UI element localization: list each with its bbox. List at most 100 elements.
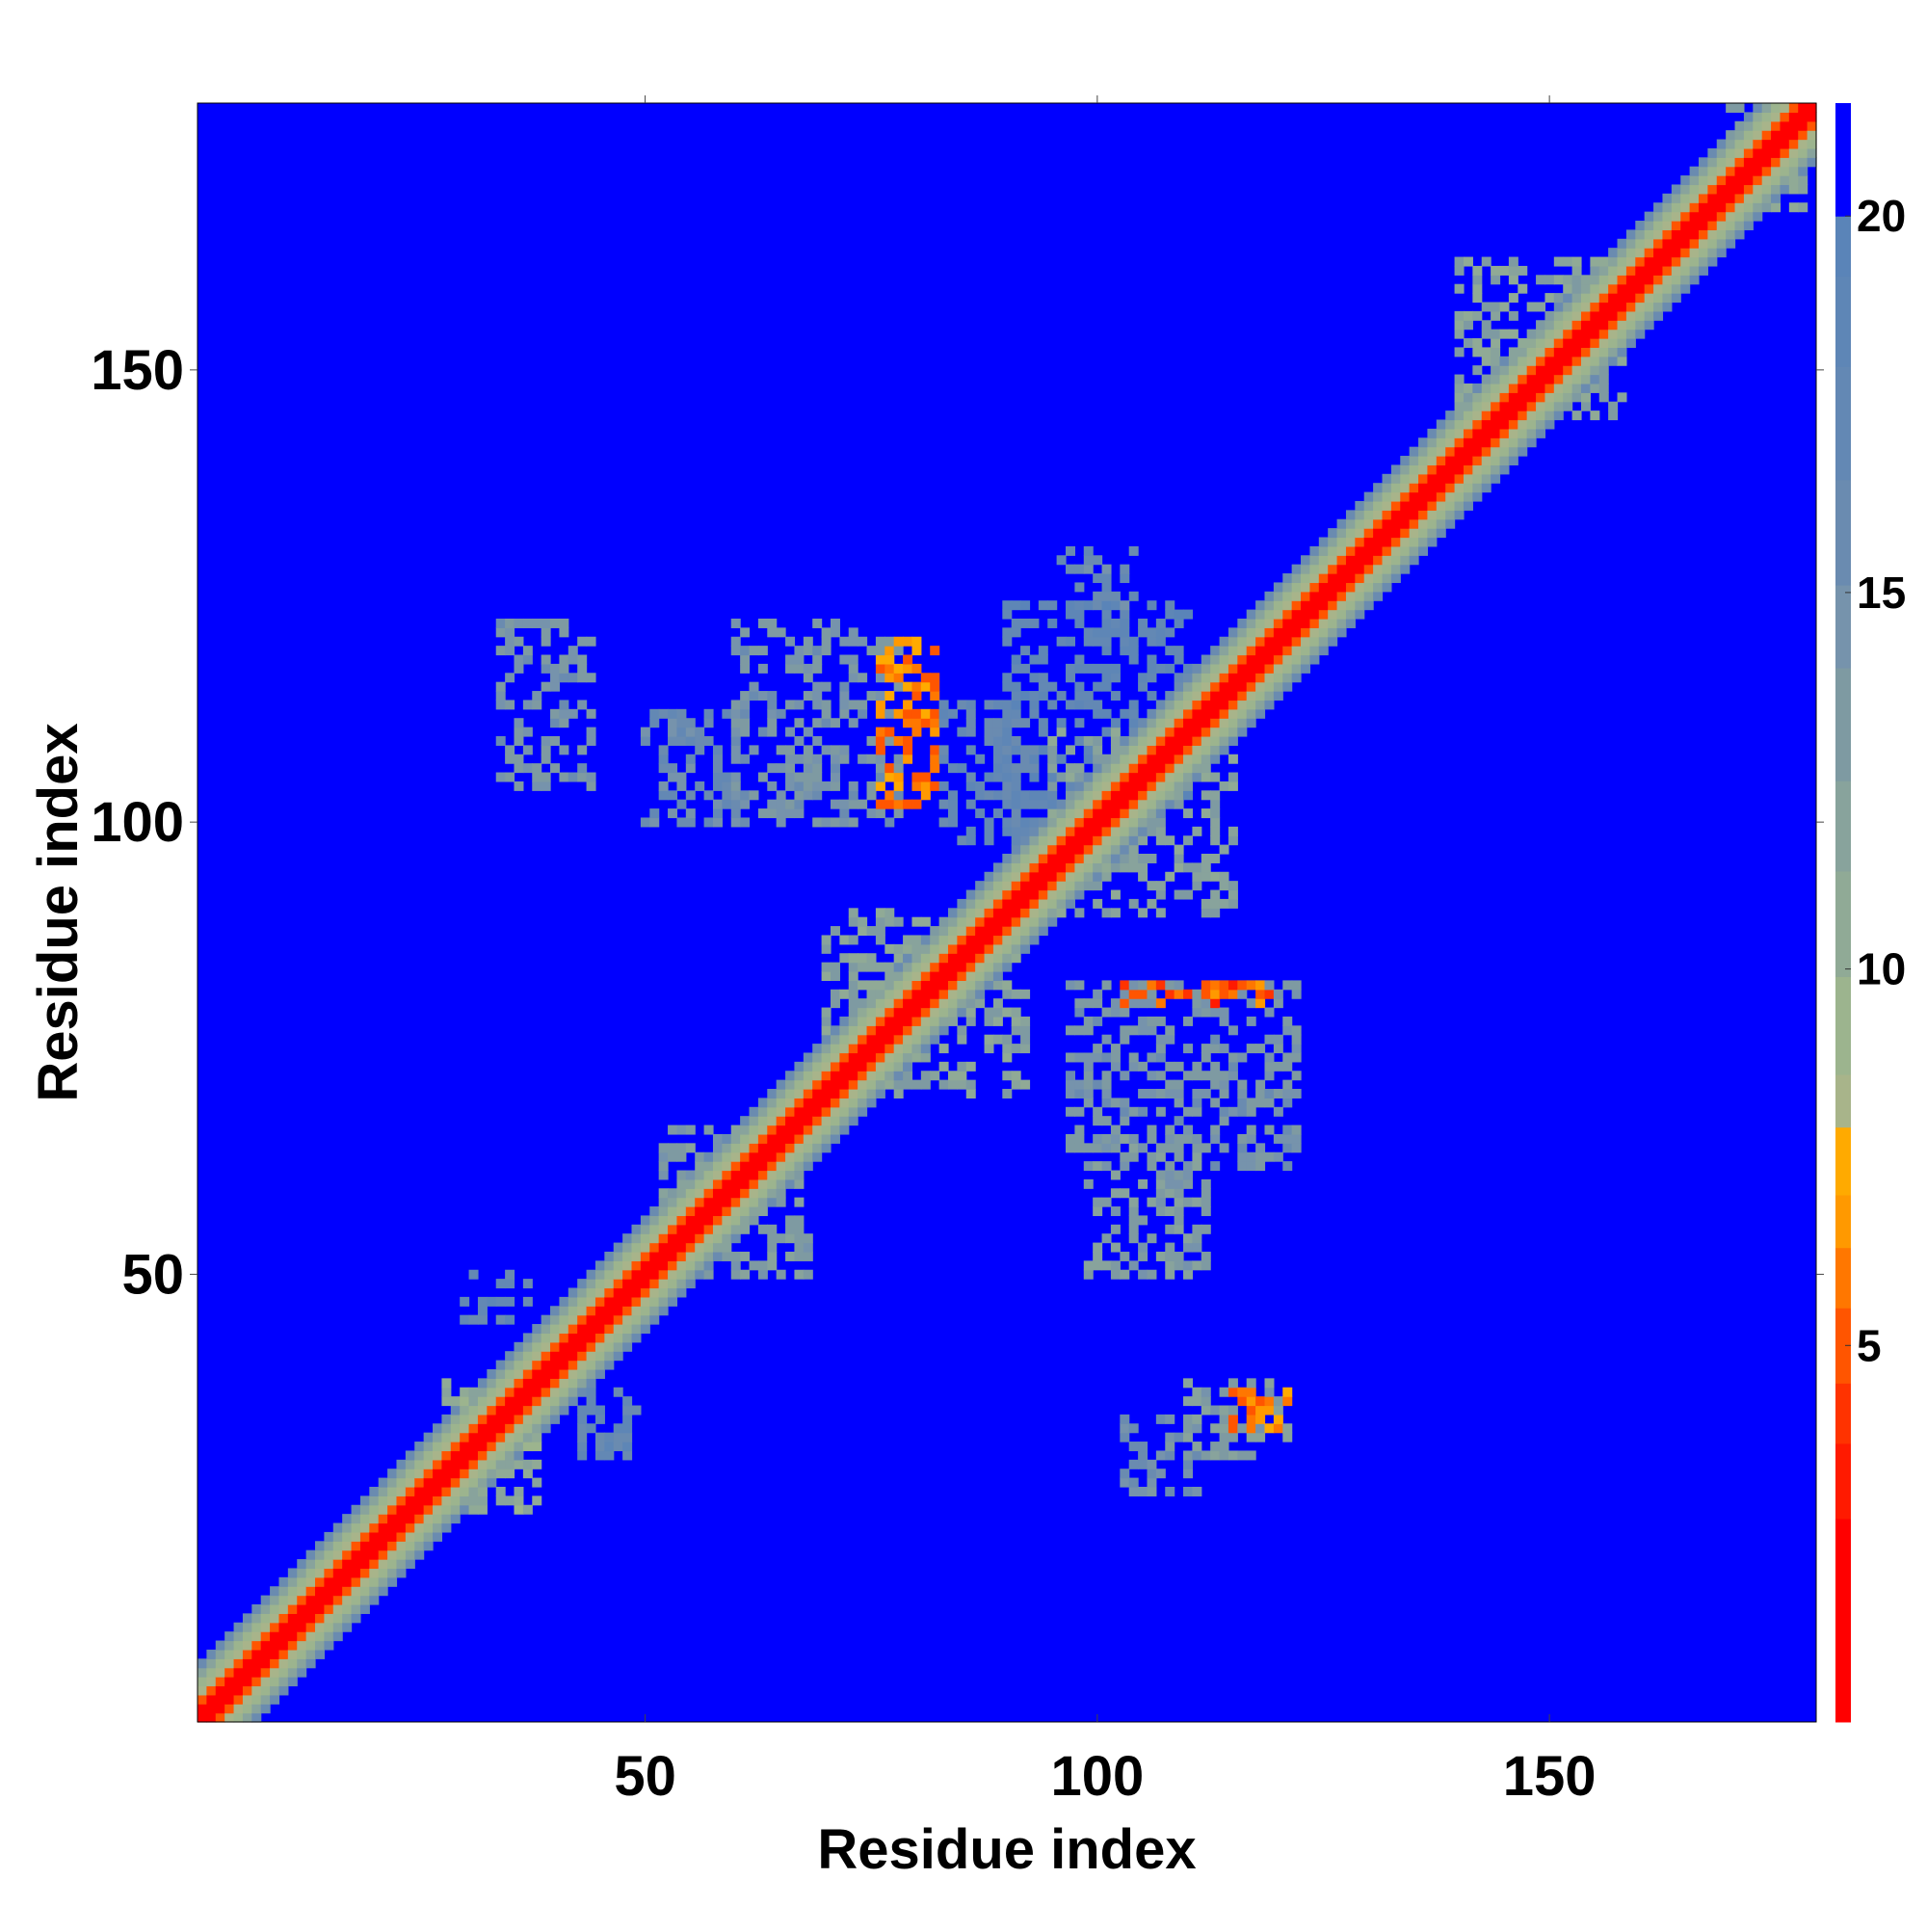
heatmap-cell bbox=[1002, 862, 1013, 873]
heatmap-cell bbox=[423, 1469, 434, 1479]
heatmap-cell bbox=[740, 654, 751, 665]
heatmap-cell bbox=[1571, 338, 1582, 349]
heatmap-cell bbox=[640, 1260, 650, 1271]
heatmap-cell bbox=[1128, 735, 1139, 746]
heatmap-cell bbox=[1138, 826, 1148, 836]
heatmap-cell bbox=[1689, 248, 1700, 258]
heatmap-cell bbox=[1246, 1450, 1256, 1461]
heatmap-cell bbox=[1165, 663, 1175, 674]
heatmap-cell bbox=[685, 1215, 696, 1226]
heatmap-cell bbox=[1635, 238, 1646, 249]
heatmap-cell bbox=[1445, 500, 1456, 511]
heatmap-cell bbox=[441, 1396, 452, 1407]
heatmap-cell bbox=[1155, 1450, 1166, 1461]
heatmap-cell bbox=[1047, 681, 1058, 692]
heatmap-cell bbox=[1120, 735, 1130, 746]
heatmap-cell bbox=[1580, 338, 1591, 349]
heatmap-cell bbox=[1743, 175, 1754, 186]
heatmap-cell bbox=[505, 1495, 515, 1506]
heatmap-cell bbox=[821, 1133, 832, 1144]
heatmap-cell bbox=[1101, 591, 1112, 601]
heatmap-cell bbox=[776, 1178, 786, 1189]
heatmap-cell bbox=[1038, 817, 1048, 828]
heatmap-cell bbox=[1671, 184, 1681, 195]
heatmap-cell bbox=[1066, 636, 1075, 647]
heatmap-cell bbox=[1066, 808, 1075, 819]
heatmap-cell bbox=[1598, 256, 1609, 267]
heatmap-cell bbox=[215, 1685, 225, 1696]
heatmap-cell bbox=[1255, 1079, 1266, 1090]
heatmap-cell bbox=[1553, 338, 1564, 349]
heatmap-cell bbox=[1635, 265, 1646, 276]
heatmap-cell bbox=[984, 935, 994, 945]
heatmap-cell bbox=[495, 700, 506, 710]
heatmap-cell bbox=[1355, 510, 1365, 520]
heatmap-cell bbox=[278, 1622, 289, 1632]
heatmap-cell bbox=[577, 1306, 588, 1316]
heatmap-cell bbox=[297, 1649, 307, 1659]
heatmap-cell bbox=[767, 1170, 778, 1180]
heatmap-cell bbox=[1066, 763, 1075, 774]
heatmap-cell bbox=[1553, 320, 1564, 331]
heatmap-cell bbox=[1246, 681, 1256, 692]
heatmap-cell bbox=[441, 1459, 452, 1469]
heatmap-cell bbox=[695, 1197, 705, 1207]
heatmap-cell bbox=[1409, 528, 1419, 539]
heatmap-cell bbox=[676, 1178, 687, 1189]
heatmap-cell bbox=[1336, 591, 1347, 601]
heatmap-cell bbox=[613, 1306, 623, 1316]
heatmap-cell bbox=[1318, 555, 1329, 566]
heatmap-cell bbox=[251, 1685, 262, 1696]
heatmap-cell bbox=[1237, 673, 1248, 683]
heatmap-cell bbox=[532, 1368, 542, 1379]
heatmap-cell bbox=[287, 1649, 298, 1659]
heatmap-cell bbox=[1273, 654, 1283, 665]
heatmap-cell bbox=[441, 1504, 452, 1515]
heatmap-cell bbox=[938, 700, 949, 710]
heatmap-cell bbox=[785, 1161, 796, 1172]
heatmap-cell bbox=[1183, 1233, 1194, 1244]
heatmap-cell bbox=[468, 1495, 479, 1506]
heatmap-cell bbox=[911, 646, 922, 656]
heatmap-cell bbox=[1192, 772, 1202, 782]
heatmap-cell bbox=[866, 980, 877, 991]
heatmap-cell bbox=[1083, 1016, 1094, 1026]
heatmap-cell bbox=[1147, 898, 1157, 909]
heatmap-cell bbox=[938, 980, 949, 991]
heatmap-cell bbox=[1472, 347, 1483, 357]
heatmap-cell bbox=[1318, 600, 1329, 611]
heatmap-cell bbox=[577, 1432, 588, 1442]
heatmap-cell bbox=[984, 871, 994, 882]
heatmap-cell bbox=[767, 691, 778, 701]
heatmap-cell bbox=[1580, 401, 1591, 411]
heatmap-cell bbox=[332, 1603, 343, 1614]
heatmap-cell bbox=[1580, 320, 1591, 331]
heatmap-cell bbox=[1093, 636, 1103, 647]
heatmap-cell bbox=[1002, 1044, 1013, 1054]
heatmap-cell bbox=[703, 817, 714, 828]
heatmap-cell bbox=[1227, 1378, 1238, 1389]
heatmap-cell bbox=[1726, 130, 1736, 141]
heatmap-cell bbox=[1780, 130, 1790, 141]
heatmap-cell bbox=[1210, 1098, 1221, 1108]
heatmap-cell bbox=[740, 1269, 751, 1280]
heatmap-cell bbox=[1680, 248, 1691, 258]
heatmap-cell bbox=[433, 1442, 443, 1452]
heatmap-cell bbox=[794, 1233, 805, 1244]
heatmap-cell bbox=[1174, 1197, 1184, 1207]
heatmap-cell bbox=[1345, 510, 1356, 520]
heatmap-cell bbox=[1002, 708, 1013, 719]
heatmap-cell bbox=[315, 1640, 325, 1651]
heatmap-cell bbox=[1174, 1206, 1184, 1217]
heatmap-cell bbox=[1400, 500, 1411, 511]
heatmap-cell bbox=[1219, 1423, 1229, 1434]
heatmap-cell bbox=[1128, 1206, 1139, 1217]
heatmap-cell bbox=[676, 1125, 687, 1135]
heatmap-cell bbox=[992, 980, 1003, 991]
heatmap-cell bbox=[1201, 681, 1211, 692]
heatmap-cell bbox=[1409, 473, 1419, 484]
heatmap-cell bbox=[749, 1116, 759, 1126]
heatmap-cell bbox=[1345, 600, 1356, 611]
heatmap-cell bbox=[685, 1279, 696, 1289]
heatmap-cell bbox=[1101, 663, 1112, 674]
